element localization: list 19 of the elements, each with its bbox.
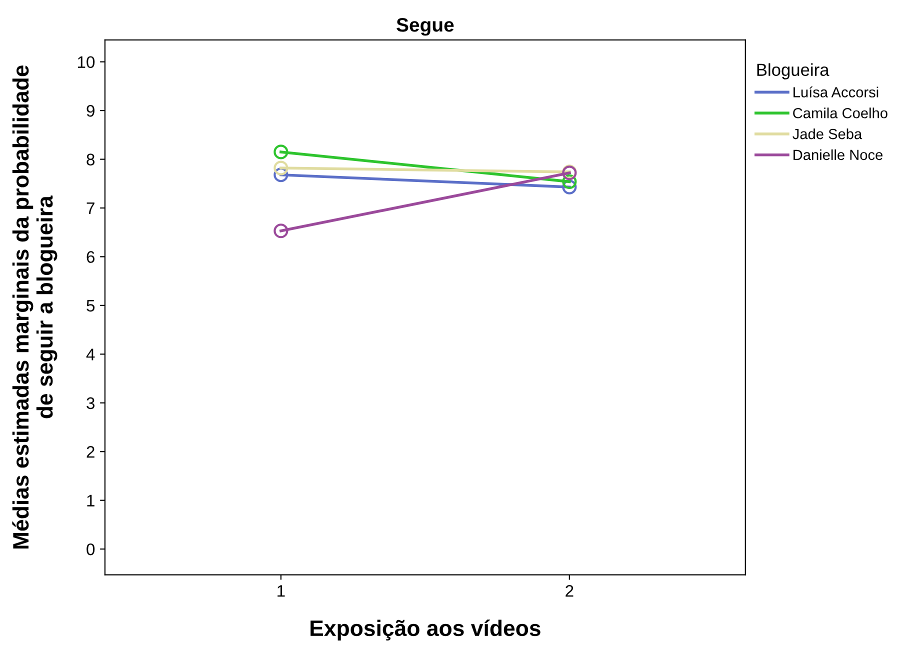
y-tick-label: 5	[86, 300, 95, 312]
y-tick-label: 10	[78, 56, 95, 68]
y-tick-label: 3	[86, 397, 94, 410]
y-tick-label: 0	[86, 543, 95, 556]
x-axis-title: Exposição aos vídeos	[310, 620, 540, 640]
y-tick-label: 6	[86, 251, 94, 263]
legend-label: Jade Seba	[792, 128, 862, 140]
y-tick-label: 4	[86, 348, 95, 360]
legend-label: Camila Coelho	[793, 108, 888, 118]
legend-title: Blogueira	[757, 63, 830, 80]
y-tick-label: 2	[86, 446, 94, 458]
y-axis-title: Médias estimadas marginais da probabilidade de seguir a blogueira	[12, 65, 58, 549]
y-tick-label: 1	[87, 494, 94, 506]
legend-label: Luísa Accorsi	[794, 86, 878, 98]
y-tick-label: 7	[86, 202, 94, 214]
y-tick-label: 9	[86, 104, 94, 117]
legend-label: Danielle Noce	[794, 149, 882, 160]
chart-title: Segue	[396, 18, 454, 36]
y-tick-label: 8	[86, 154, 95, 166]
